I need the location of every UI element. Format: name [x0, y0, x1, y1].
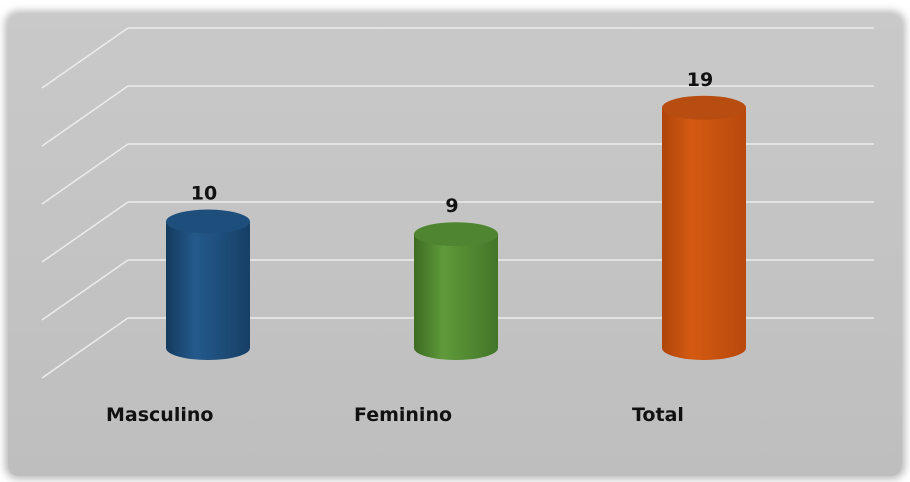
bar-top-cap	[662, 95, 746, 120]
gridline-side	[41, 317, 129, 379]
gridline-side	[41, 143, 129, 205]
bar-top-cap	[414, 222, 498, 247]
data-label: 10	[191, 183, 217, 205]
category-label: Total	[632, 404, 684, 426]
bar-body	[166, 221, 250, 360]
data-label: 19	[687, 69, 713, 91]
gridline-side	[41, 27, 129, 89]
bar-body	[662, 107, 746, 360]
grid-lines	[41, 27, 874, 379]
bar-feminino	[414, 222, 498, 360]
gridline-side	[41, 85, 129, 147]
category-label: Feminino	[354, 404, 452, 426]
gridline-side	[41, 201, 129, 263]
labels: 10 Masculino 9 Feminino 19 Total	[106, 69, 713, 426]
bar-total	[662, 95, 746, 360]
category-label: Masculino	[106, 404, 213, 426]
data-label: 9	[445, 195, 458, 217]
bar-top-cap	[166, 209, 250, 234]
bar-masculino	[166, 209, 250, 360]
bar-body	[414, 234, 498, 360]
bars	[166, 95, 746, 360]
gridline-side	[41, 259, 129, 321]
